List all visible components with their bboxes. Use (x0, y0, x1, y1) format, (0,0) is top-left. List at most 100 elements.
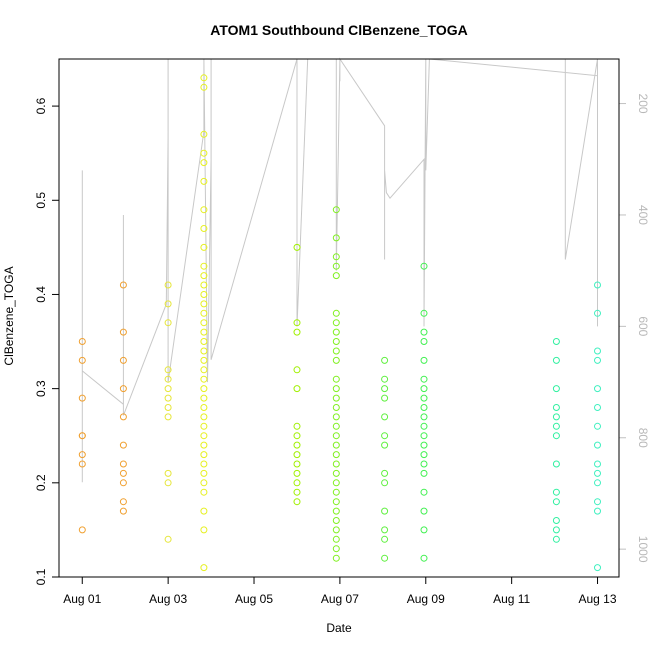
data-point (332, 338, 340, 345)
data-point (119, 441, 127, 449)
y2-tick-label: 400 (636, 205, 650, 225)
data-point (552, 413, 560, 421)
data-point (200, 366, 208, 374)
data-point (293, 479, 301, 487)
data-point (420, 451, 428, 459)
data-point (594, 356, 601, 364)
y-tick-label: 0.4 (34, 286, 48, 303)
data-point (420, 356, 428, 364)
data-point (293, 469, 301, 477)
data-point (552, 498, 560, 506)
data-point (293, 319, 301, 327)
data-point (200, 291, 208, 298)
data-point (420, 394, 428, 402)
x-tick-label: Aug 09 (407, 592, 445, 606)
y2-tick-label: 800 (636, 428, 650, 448)
data-point (332, 498, 340, 506)
data-point (332, 328, 340, 336)
data-point (200, 243, 208, 251)
data-point (381, 413, 389, 421)
data-point (420, 375, 428, 383)
data-point (200, 177, 208, 185)
data-point (594, 564, 601, 572)
data-point (594, 422, 601, 430)
data-point (594, 385, 601, 393)
data-point (164, 300, 172, 308)
data-point (381, 441, 389, 449)
data-point (420, 526, 428, 534)
data-points-layer (78, 74, 601, 572)
data-point (594, 281, 601, 289)
data-point (200, 149, 208, 157)
data-point (381, 375, 389, 383)
data-point (78, 432, 86, 440)
data-point (164, 281, 172, 289)
data-point (200, 74, 208, 82)
data-point (293, 328, 301, 336)
data-point (164, 385, 172, 393)
data-point (293, 432, 301, 440)
data-point (200, 507, 208, 515)
data-point (332, 404, 340, 411)
data-point (200, 206, 208, 214)
data-point (420, 262, 428, 270)
data-point (420, 432, 428, 440)
data-point (420, 309, 428, 317)
data-point (164, 366, 172, 374)
data-point (119, 479, 127, 487)
data-point (200, 281, 208, 289)
y-tick-label: 0.6 (34, 97, 48, 114)
plot-frame (58, 58, 620, 578)
data-point (200, 385, 208, 393)
data-point (119, 469, 127, 477)
data-point (594, 460, 601, 468)
data-point (200, 375, 208, 383)
data-point (332, 347, 340, 355)
data-point (78, 394, 86, 402)
data-point (78, 338, 86, 345)
data-point (381, 526, 389, 534)
data-point (200, 309, 208, 317)
data-point (420, 404, 428, 411)
data-point (594, 507, 601, 515)
data-point (332, 517, 340, 524)
data-point (594, 469, 601, 477)
x-tick-label: Aug 05 (235, 592, 273, 606)
data-point (332, 451, 340, 459)
data-point (200, 564, 208, 572)
data-point (293, 451, 301, 459)
data-point (552, 432, 560, 440)
data-point (119, 507, 127, 515)
data-point (381, 469, 389, 477)
data-point (420, 385, 428, 393)
y2-tick-label: 600 (636, 316, 650, 336)
y-tick-label: 0.2 (34, 474, 48, 491)
data-point (164, 469, 172, 477)
data-point (200, 300, 208, 308)
data-point (420, 460, 428, 468)
y-tick-label: 0.5 (34, 192, 48, 209)
data-point (552, 526, 560, 534)
data-point (332, 262, 340, 270)
data-point (332, 488, 340, 496)
data-point (200, 422, 208, 430)
data-point (200, 469, 208, 477)
data-point (164, 319, 172, 327)
data-point (332, 535, 340, 543)
data-point (420, 488, 428, 496)
data-point (332, 432, 340, 440)
data-point (119, 356, 127, 364)
data-point (200, 356, 208, 364)
data-point (200, 319, 208, 327)
data-point (552, 488, 560, 496)
data-point (293, 366, 301, 374)
data-point (200, 338, 208, 345)
data-point (594, 404, 601, 411)
data-point (594, 498, 601, 506)
data-point (420, 338, 428, 345)
data-point (332, 526, 340, 534)
data-point (119, 413, 127, 421)
data-point (78, 460, 86, 468)
data-point (78, 526, 86, 534)
data-point (78, 356, 86, 364)
